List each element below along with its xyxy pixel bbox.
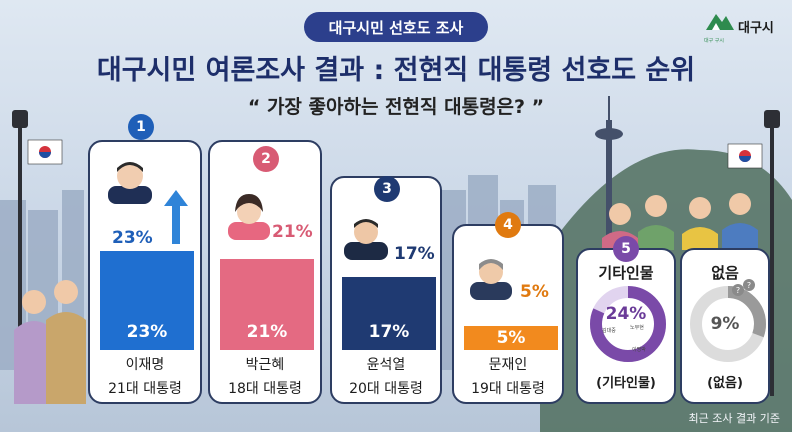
- lee-name: 이재명: [125, 357, 165, 373]
- other-caption: (기타인물): [596, 376, 656, 391]
- park-portrait-icon: [228, 194, 270, 240]
- lee-title: 21대 대통령: [108, 381, 182, 397]
- question-bubble-icon: ? ?: [732, 279, 755, 296]
- svg-text:?: ?: [747, 281, 751, 290]
- svg-text:?: ?: [736, 286, 740, 295]
- yoon-name: 윤석열: [366, 357, 406, 373]
- daegu-logo-icon: [706, 14, 734, 30]
- moon-name: 문재인: [488, 357, 528, 373]
- other-percent-label: 24%: [605, 304, 647, 324]
- none-percent-label: 9%: [710, 314, 740, 334]
- park-bar: 21%: [220, 259, 314, 350]
- candidate-card-moon: 5% 5% 문재인 19대 대통령: [452, 224, 564, 404]
- rank-badge-5: 5: [613, 236, 639, 262]
- park-title: 18대 대통령: [228, 381, 302, 397]
- moon-portrait-icon: [470, 259, 512, 300]
- footer-note: 최근 조사 결과 기준: [688, 412, 780, 425]
- logo-subtext: 대구 구시: [704, 38, 724, 44]
- yoon-portrait-icon: [344, 219, 388, 260]
- lee-bar: 23%: [100, 251, 194, 350]
- other-title: 기타인물: [598, 264, 654, 282]
- other-donut-arc: [590, 286, 666, 362]
- moon-bar: 5%: [464, 326, 558, 350]
- park-percent-label-top: 21%: [272, 222, 313, 242]
- logo-text: 대구시: [738, 21, 774, 36]
- none-card: 없음 ? ? 9% (없음): [680, 248, 770, 404]
- other-donut: [590, 286, 666, 362]
- lee-percent-label: 23%: [126, 322, 168, 342]
- page-title: 대구시민 여론조사 결과 : 전현직 대통령 선호도 순위: [96, 55, 696, 86]
- moon-title: 19대 대통령: [471, 381, 545, 397]
- yoon-title: 20대 대통령: [349, 381, 423, 397]
- lee-percent-label-top: 23%: [112, 228, 153, 248]
- rank-badge-1: 1: [128, 114, 154, 140]
- yoon-percent-label: 17%: [368, 322, 410, 342]
- other-tag-1: 김대중: [602, 328, 616, 334]
- rank-badge-4: 4: [495, 212, 521, 238]
- moon-percent-label: 5%: [496, 328, 526, 348]
- other-tag-3: 이명박: [632, 347, 646, 353]
- none-donut: [690, 286, 766, 362]
- other-card: 기타인물 24% 김대중 노무현 이명박 (기타인물): [576, 248, 676, 404]
- yoon-percent-label-top: 17%: [394, 244, 435, 264]
- moon-percent-label-top: 5%: [520, 282, 549, 302]
- park-name: 박근혜: [245, 357, 285, 373]
- up-arrow-icon: [164, 190, 188, 244]
- none-title: 없음: [711, 264, 739, 282]
- candidate-card-lee: 23% 23% 이재명 21대 대통령: [88, 140, 202, 404]
- none-donut-arc: [690, 286, 766, 362]
- page-subtitle: “ 가장 좋아하는 전현직 대통령은? ”: [247, 96, 545, 118]
- rank-badge-2: 2: [253, 146, 279, 172]
- candidate-card-park: 21% 21% 박근혜 18대 대통령: [208, 140, 322, 404]
- yoon-bar: 17%: [342, 277, 436, 350]
- candidate-card-yoon: 17% 17% 윤석열 20대 대통령: [330, 176, 442, 404]
- park-percent-label: 21%: [246, 322, 288, 342]
- rank-badge-3: 3: [374, 176, 400, 202]
- none-caption: (없음): [707, 376, 743, 391]
- lee-portrait-icon: [108, 162, 152, 204]
- survey-badge: 대구시민 선호도 조사: [304, 12, 488, 42]
- other-tag-2: 노무현: [630, 325, 644, 331]
